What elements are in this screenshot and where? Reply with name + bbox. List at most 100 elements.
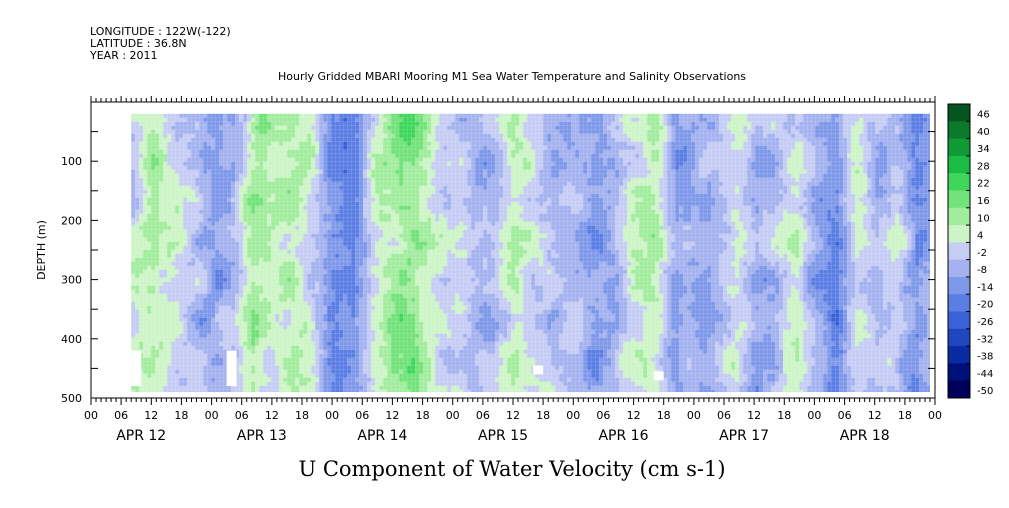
heat-cell <box>395 121 400 126</box>
heat-cell <box>279 225 284 230</box>
heat-cell <box>311 361 316 366</box>
heat-cell <box>139 329 144 334</box>
heat-cell <box>339 237 344 242</box>
heat-cell <box>283 265 288 270</box>
heat-cell <box>247 157 252 162</box>
heat-cell <box>163 145 168 150</box>
heat-cell <box>355 317 360 322</box>
heat-cell <box>387 121 392 126</box>
heat-cell <box>415 145 420 150</box>
heat-cell <box>131 237 136 242</box>
heat-cell <box>387 373 392 378</box>
heat-cell <box>255 237 260 242</box>
heat-cell <box>147 137 152 142</box>
heat-cell <box>331 305 336 310</box>
heat-cell <box>351 225 356 230</box>
heat-cell <box>175 133 180 138</box>
heat-cell <box>199 193 204 198</box>
heat-cell <box>251 361 256 366</box>
heat-cell <box>331 265 336 270</box>
heat-cell <box>255 297 260 302</box>
heat-cell <box>295 365 300 370</box>
heat-cell <box>311 269 316 274</box>
heat-cell <box>311 309 316 314</box>
heat-cell <box>379 253 384 258</box>
heat-cell <box>335 137 340 142</box>
heat-cell <box>331 357 336 362</box>
heat-cell <box>235 293 240 298</box>
heat-cell <box>347 373 352 378</box>
heat-cell <box>291 285 296 290</box>
heat-cell <box>339 201 344 206</box>
heat-cell <box>187 373 192 378</box>
heat-cell <box>351 137 356 142</box>
heat-cell <box>175 369 180 374</box>
heat-cell <box>411 161 416 166</box>
heat-cell <box>243 201 248 206</box>
heat-cell <box>191 317 196 322</box>
heat-cell <box>311 389 316 392</box>
heat-cell <box>255 149 260 154</box>
heat-cell <box>375 241 380 246</box>
heat-cell <box>183 193 188 198</box>
heat-cell <box>315 389 320 392</box>
heat-cell <box>311 385 316 390</box>
heat-cell <box>163 309 168 314</box>
heat-cell <box>327 193 332 198</box>
heat-cell <box>219 221 224 226</box>
heat-cell <box>215 321 220 326</box>
heat-cell <box>239 129 244 134</box>
heat-cell <box>387 189 392 194</box>
heat-cell <box>395 369 400 374</box>
heat-cell <box>303 245 308 250</box>
heat-cell <box>195 117 200 122</box>
heat-cell <box>359 253 364 258</box>
heat-cell <box>295 377 300 382</box>
heat-cell <box>315 169 320 174</box>
heat-cell <box>131 273 136 278</box>
heat-cell <box>295 209 300 214</box>
heat-cell <box>175 373 180 378</box>
heat-cell <box>391 277 396 282</box>
heat-cell <box>335 257 340 262</box>
heat-cell <box>155 341 160 346</box>
heat-cell <box>383 149 388 154</box>
heat-cell <box>291 365 296 370</box>
heat-cell <box>367 229 372 234</box>
heat-cell <box>355 193 360 198</box>
heat-cell <box>387 157 392 162</box>
heat-cell <box>339 121 344 126</box>
heat-cell <box>203 189 208 194</box>
heat-cell <box>271 197 276 202</box>
heat-cell <box>231 201 236 206</box>
heat-cell <box>203 141 208 146</box>
heat-cell <box>371 289 376 294</box>
heat-cell <box>395 293 400 298</box>
heat-cell <box>367 173 372 178</box>
heat-cell <box>279 305 284 310</box>
heat-cell <box>363 301 368 306</box>
heat-cell <box>275 173 280 178</box>
heat-cell <box>367 213 372 218</box>
heat-cell <box>203 273 208 278</box>
heat-cell <box>323 237 328 242</box>
heat-cell <box>171 209 176 214</box>
heat-cell <box>375 133 380 138</box>
heat-cell <box>159 365 164 370</box>
heat-cell <box>307 281 312 286</box>
heat-cell <box>351 341 356 346</box>
heat-cell <box>243 325 248 330</box>
heat-cell <box>135 317 140 322</box>
heat-cell <box>363 357 368 362</box>
heat-cell <box>199 137 204 142</box>
heat-cell <box>327 121 332 126</box>
heat-cell <box>375 129 380 134</box>
heat-cell <box>219 257 224 262</box>
heat-cell <box>207 129 212 134</box>
heat-cell <box>163 357 168 362</box>
heat-cell <box>207 177 212 182</box>
heat-cell <box>235 357 240 362</box>
heat-cell <box>399 285 404 290</box>
heat-cell <box>267 277 272 282</box>
heat-cell <box>211 225 216 230</box>
